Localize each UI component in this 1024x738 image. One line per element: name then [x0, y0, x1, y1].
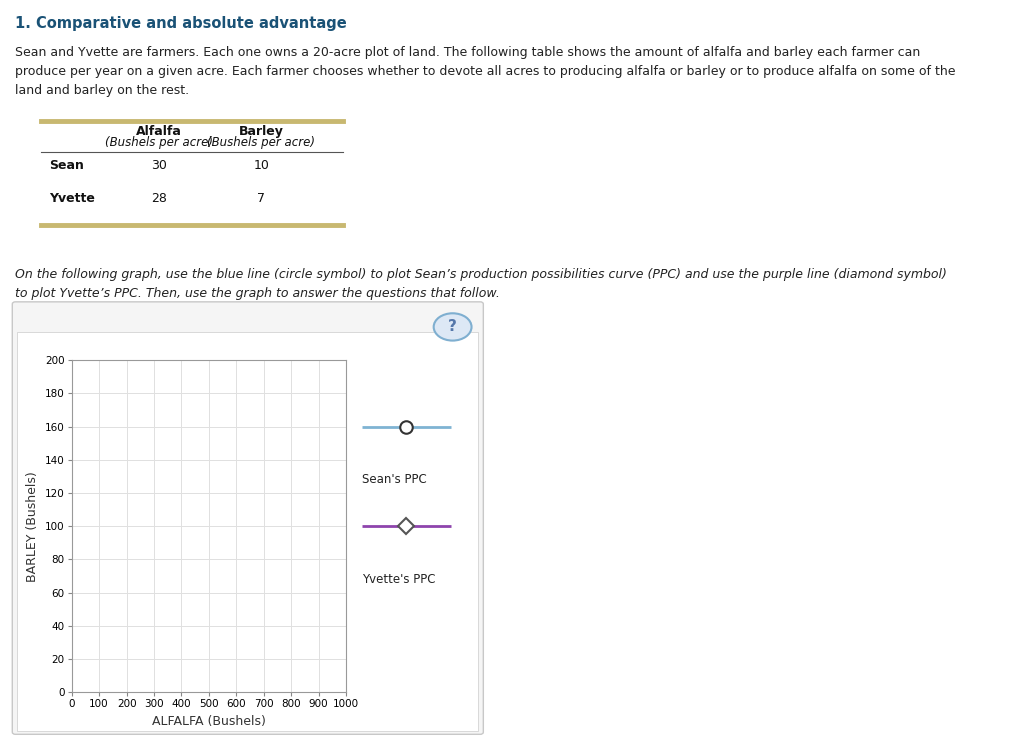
Text: On the following graph, use the blue line (circle symbol) to plot Sean’s product: On the following graph, use the blue lin…	[15, 268, 947, 281]
X-axis label: ALFALFA (Bushels): ALFALFA (Bushels)	[152, 714, 266, 728]
Text: 30: 30	[151, 159, 167, 173]
Text: to plot Yvette’s PPC. Then, use the graph to answer the questions that follow.: to plot Yvette’s PPC. Then, use the grap…	[15, 287, 501, 300]
Text: 28: 28	[151, 192, 167, 205]
Text: Sean and Yvette are farmers. Each one owns a 20-acre plot of land. The following: Sean and Yvette are farmers. Each one ow…	[15, 46, 921, 59]
Text: Alfalfa: Alfalfa	[136, 125, 181, 138]
Text: Yvette: Yvette	[49, 192, 95, 205]
Text: land and barley on the rest.: land and barley on the rest.	[15, 84, 189, 97]
Text: 1. Comparative and absolute advantage: 1. Comparative and absolute advantage	[15, 16, 347, 31]
Text: Sean: Sean	[49, 159, 84, 173]
Text: 7: 7	[257, 192, 265, 205]
Text: Yvette's PPC: Yvette's PPC	[362, 573, 436, 586]
Y-axis label: BARLEY (Bushels): BARLEY (Bushels)	[27, 471, 40, 582]
Text: 10: 10	[253, 159, 269, 173]
Text: Barley: Barley	[239, 125, 284, 138]
Text: (Bushels per acre): (Bushels per acre)	[104, 136, 213, 149]
Text: Sean's PPC: Sean's PPC	[362, 473, 427, 486]
Text: ?: ?	[449, 320, 457, 334]
Circle shape	[434, 314, 471, 340]
Text: produce per year on a given acre. Each farmer chooses whether to devote all acre: produce per year on a given acre. Each f…	[15, 65, 955, 78]
Text: (Bushels per acre): (Bushels per acre)	[207, 136, 315, 149]
